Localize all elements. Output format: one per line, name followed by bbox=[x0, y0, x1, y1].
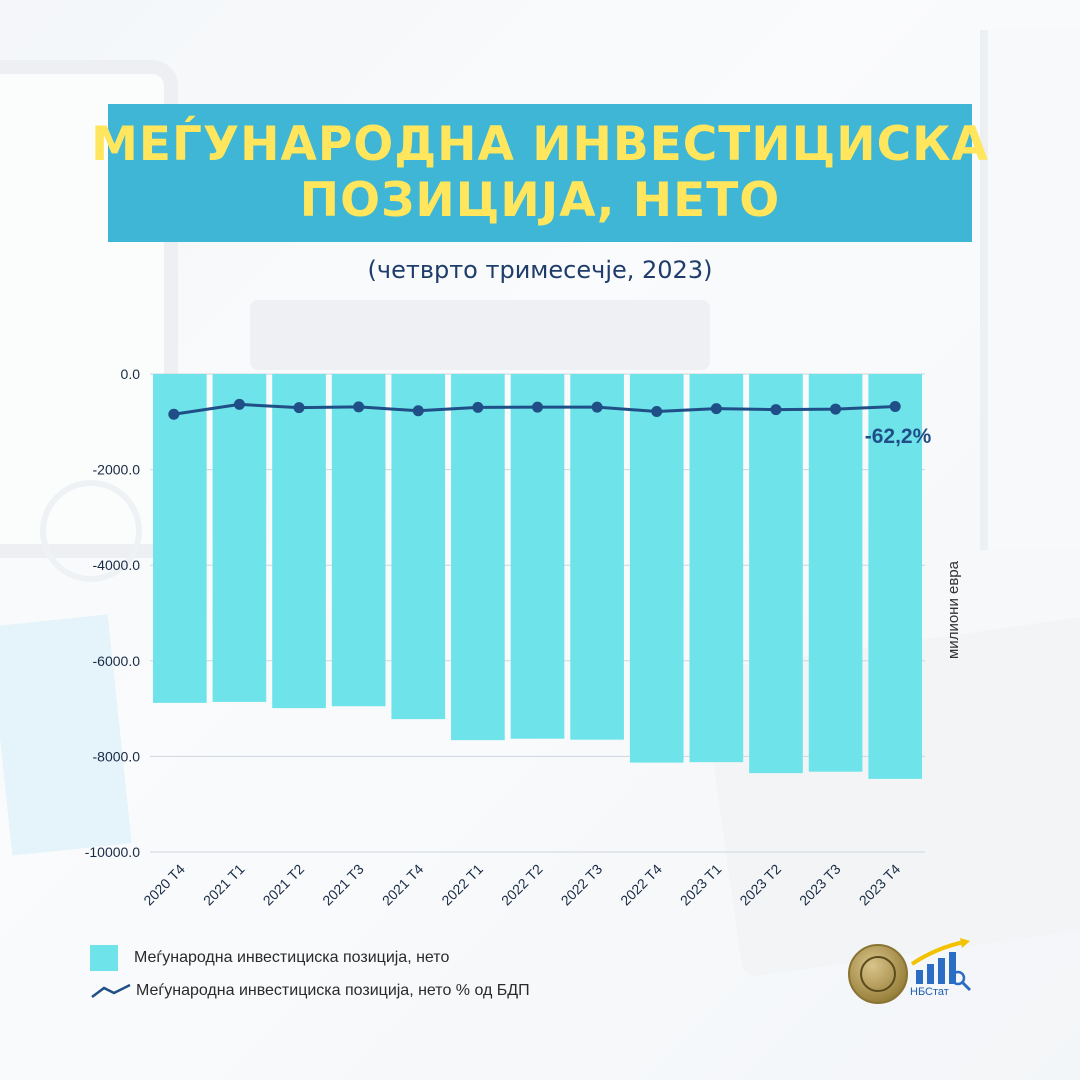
bar bbox=[152, 374, 207, 703]
legend: Меѓународна инвестициска позиција, нето … bbox=[90, 944, 530, 1010]
title-line-2: ПОЗИЦИЈА, НЕТО bbox=[299, 173, 781, 228]
legend-item-bars: Меѓународна инвестициска позиција, нето bbox=[90, 944, 530, 972]
bar bbox=[212, 374, 267, 702]
legend-line-label: Меѓународна инвестициска позиција, нето … bbox=[136, 982, 530, 999]
line-point bbox=[710, 403, 722, 415]
y-tick-label: -4000.0 bbox=[93, 557, 141, 573]
chart-x-ticks: 2020 Т4 2021 Т1 2021 Т2 2021 Т3 2021 Т4 2022 … bbox=[140, 861, 903, 909]
x-tick-label: 2021 Т1 bbox=[200, 861, 248, 909]
bar bbox=[749, 374, 803, 774]
nbstat-chart-icon bbox=[910, 938, 972, 992]
bar bbox=[451, 374, 505, 741]
bar bbox=[808, 374, 863, 772]
bar bbox=[868, 374, 923, 779]
chart-y-ticks: 0.0 -2000.0 -4000.0 -6000.0 -8000.0 -10000.0 bbox=[85, 366, 140, 860]
x-tick-label: 2022 Т4 bbox=[617, 861, 665, 909]
line-point bbox=[532, 401, 543, 413]
line-point bbox=[770, 404, 782, 416]
x-tick-label: 2023 Т1 bbox=[677, 861, 725, 909]
bar bbox=[510, 374, 565, 739]
line-point bbox=[472, 401, 484, 413]
y-axis-label: милиони евра bbox=[945, 560, 962, 659]
line-point bbox=[168, 408, 180, 420]
logos: НБСтат bbox=[848, 938, 978, 1008]
central-bank-seal-icon bbox=[848, 944, 908, 1004]
nbstat-label: НБСтат bbox=[910, 986, 949, 998]
chart-bars bbox=[152, 374, 923, 779]
bar bbox=[629, 374, 684, 763]
title-line-1: МЕЃУНАРОДНА ИНВЕСТИЦИСКА bbox=[91, 117, 989, 172]
legend-bar-label: Меѓународна инвестициска позиција, нето bbox=[134, 949, 450, 966]
background-glass bbox=[40, 480, 142, 582]
x-tick-label: 2023 Т4 bbox=[856, 861, 904, 909]
last-point-data-label: -62,2% bbox=[865, 425, 932, 448]
line-point bbox=[591, 401, 603, 413]
x-tick-label: 2021 Т4 bbox=[379, 861, 427, 909]
y-tick-label: -10000.0 bbox=[85, 844, 140, 860]
background-documents bbox=[980, 30, 1080, 550]
legend-bar-swatch bbox=[90, 945, 118, 971]
subtitle: (четврто тримесечје, 2023) bbox=[367, 256, 713, 284]
y-tick-label: -8000.0 bbox=[93, 748, 141, 764]
line-point bbox=[412, 405, 424, 417]
legend-line-swatch bbox=[91, 983, 131, 998]
y-tick-label: -2000.0 bbox=[93, 462, 141, 478]
y-tick-label: 0.0 bbox=[121, 366, 141, 382]
x-tick-label: 2022 Т2 bbox=[498, 861, 546, 909]
x-tick-label: 2022 Т1 bbox=[438, 861, 486, 909]
background-laptop bbox=[250, 300, 710, 370]
bar bbox=[391, 374, 446, 720]
bar bbox=[272, 374, 326, 709]
x-tick-label: 2021 Т3 bbox=[319, 861, 367, 909]
x-tick-label: 2021 Т2 bbox=[260, 861, 308, 909]
legend-item-line: Меѓународна инвестициска позиција, нето … bbox=[90, 977, 530, 1005]
y-tick-label: -6000.0 bbox=[93, 653, 141, 669]
line-point bbox=[830, 403, 842, 415]
line-point bbox=[889, 400, 901, 412]
x-tick-label: 2023 Т3 bbox=[796, 861, 844, 909]
line-point bbox=[353, 401, 365, 413]
bar bbox=[570, 374, 624, 740]
line-point bbox=[293, 402, 305, 414]
bar bbox=[331, 374, 386, 707]
line-point bbox=[651, 406, 663, 418]
chart-line-series bbox=[168, 398, 901, 420]
x-tick-label: 2022 Т3 bbox=[558, 861, 606, 909]
title-banner: МЕЃУНАРОДНА ИНВЕСТИЦИСКА ПОЗИЦИЈА, НЕТО bbox=[91, 104, 988, 242]
x-tick-label: 2023 Т2 bbox=[736, 861, 784, 909]
bar bbox=[689, 374, 744, 763]
line-point bbox=[233, 398, 245, 410]
x-tick-label: 2020 Т4 bbox=[140, 861, 188, 909]
